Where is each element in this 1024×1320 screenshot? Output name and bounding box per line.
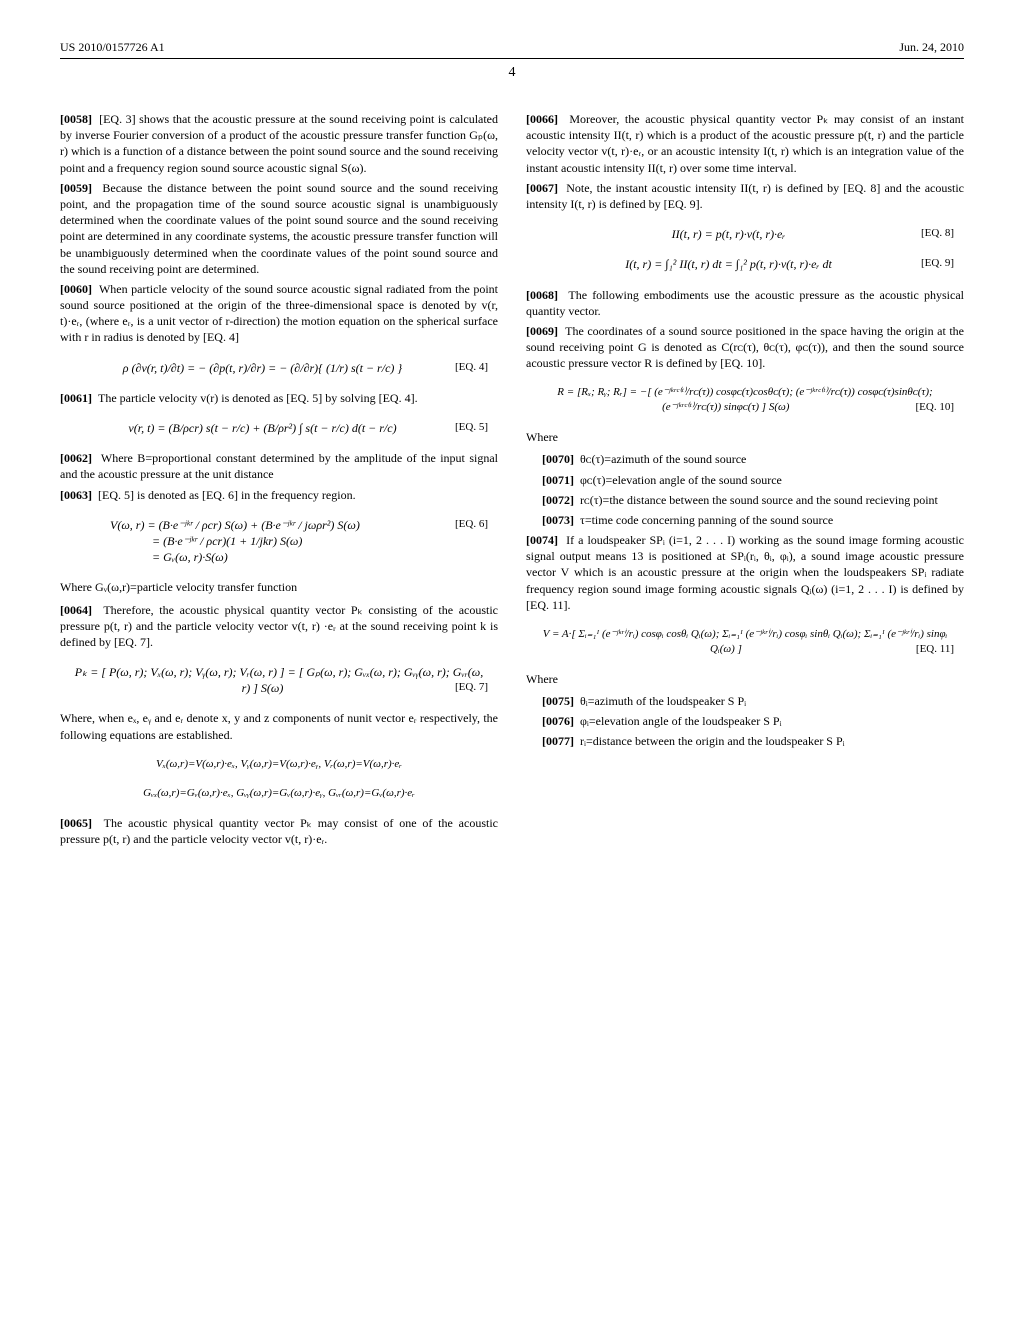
para-text: rᵢ=distance between the origin and the l… [580,734,845,748]
para-0074: [0074] If a loudspeaker SPᵢ (i=1, 2 . . … [526,532,964,613]
eq-label: [EQ. 5] [455,420,488,435]
eq-body: II(t, r) = p(t, r)·v(t, r)·eᵣ [672,227,786,241]
para-0063: [0063] [EQ. 5] is denoted as [EQ. 6] in … [60,487,498,503]
para-0075: [0075] θᵢ=azimuth of the loudspeaker S P… [542,693,964,709]
equation-10: R = [Rₓ; Rᵧ; Rᵣ] = −[ (e⁻ʲᵏʳᶜ⁽ᵗ⁾/rᴄ(τ)) … [536,385,954,415]
para-text: When particle velocity of the sound sour… [60,282,498,345]
where-clause: Where [526,671,964,687]
para-num: [0065] [60,816,92,830]
para-num: [0062] [60,451,92,465]
eq-body: v(r, t) = (B/ρcr) s(t − r/c) + (B/ρr²) ∫… [128,421,396,435]
eq-body: I(t, r) = ∫₁² II(t, r) dt = ∫₁² p(t, r)·… [625,257,832,271]
para-num: [0064] [60,603,92,617]
eq-body: R = [Rₓ; Rᵧ; Rᵣ] = −[ (e⁻ʲᵏʳᶜ⁽ᵗ⁾/rᴄ(τ)) … [557,386,932,413]
where-clause: Where, when eₓ, eᵧ and eᵣ denote x, y an… [60,710,498,742]
para-num: [0075] [542,694,574,708]
para-num: [0071] [542,473,574,487]
para-num: [0066] [526,112,558,126]
where-clause: Where Gᵥ(ω,r)=particle velocity transfer… [60,579,498,595]
para-text: Note, the instant acoustic intensity II(… [526,181,964,211]
eq-body: ρ (∂v(r, t)/∂t) = − (∂p(t, r)/∂r) = − (∂… [123,361,402,375]
para-num: [0063] [60,488,92,502]
para-num: [0077] [542,734,574,748]
para-text: τ=time code concerning panning of the so… [580,513,833,527]
para-text: Therefore, the acoustic physical quantit… [60,603,498,649]
equation-8: II(t, r) = p(t, r)·v(t, r)·eᵣ [EQ. 8] [536,226,954,242]
para-num: [0058] [60,112,92,126]
para-num: [0070] [542,452,574,466]
para-text: The coordinates of a sound source positi… [526,324,964,370]
para-0071: [0071] φᴄ(τ)=elevation angle of the soun… [542,472,964,488]
para-num: [0076] [542,714,574,728]
equation-5: v(r, t) = (B/ρcr) s(t − r/c) + (B/ρr²) ∫… [70,420,488,436]
para-text: θᴄ(τ)=azimuth of the sound source [580,452,746,466]
para-text: Where B=proportional constant determined… [60,451,498,481]
para-0073: [0073] τ=time code concerning panning of… [542,512,964,528]
para-0067: [0067] Note, the instant acoustic intens… [526,180,964,212]
para-0068: [0068] The following embodiments use the… [526,287,964,319]
eq-label: [EQ. 10] [916,400,955,415]
para-text: The following embodiments use the acoust… [526,288,964,318]
equation-small-1: Vₓ(ω,r)=V(ω,r)·eₓ, Vᵧ(ω,r)=V(ω,r)·eᵧ, Vᵣ… [70,757,488,772]
eq-body: V = A·[ Σᵢ₌₁ᴵ (e⁻ʲᵏʳⁱ/rᵢ) cosφᵢ cosθᵢ Qᵢ… [543,628,948,655]
para-text: rᴄ(τ)=the distance between the sound sou… [580,493,938,507]
where-clause: Where [526,429,964,445]
para-text: The acoustic physical quantity vector Pₖ… [60,816,498,846]
para-num: [0061] [60,391,92,405]
para-0066: [0066] Moreover, the acoustic physical q… [526,111,964,176]
equation-9: I(t, r) = ∫₁² II(t, r) dt = ∫₁² p(t, r)·… [536,256,954,272]
para-text: The particle velocity v(r) is denoted as… [98,391,418,405]
two-column-body: [0058] [EQ. 3] shows that the acoustic p… [60,111,964,851]
para-text: Moreover, the acoustic physical quantity… [526,112,964,175]
para-num: [0069] [526,324,558,338]
para-text: φᴄ(τ)=elevation angle of the sound sourc… [580,473,782,487]
eq-line: V(ω, r) = (B·e⁻ʲᵏʳ / ρcr) S(ω) + (B·e⁻ʲᵏ… [110,517,488,533]
para-num: [0059] [60,181,92,195]
para-num: [0073] [542,513,574,527]
para-0072: [0072] rᴄ(τ)=the distance between the so… [542,492,964,508]
para-0077: [0077] rᵢ=distance between the origin an… [542,733,964,749]
para-0070: [0070] θᴄ(τ)=azimuth of the sound source [542,451,964,467]
equation-11: V = A·[ Σᵢ₌₁ᴵ (e⁻ʲᵏʳⁱ/rᵢ) cosφᵢ cosθᵢ Qᵢ… [536,627,954,657]
eq-label: [EQ. 11] [916,642,954,657]
para-0069: [0069] The coordinates of a sound source… [526,323,964,372]
patent-date: Jun. 24, 2010 [899,40,964,55]
para-0058: [0058] [EQ. 3] shows that the acoustic p… [60,111,498,176]
para-text: [EQ. 5] is denoted as [EQ. 6] in the fre… [98,488,356,502]
patent-id: US 2010/0157726 A1 [60,40,165,55]
para-0061: [0061] The particle velocity v(r) is den… [60,390,498,406]
eq-body: Pₖ = [ P(ω, r); Vₓ(ω, r); Vᵧ(ω, r); Vᵣ(ω… [75,665,484,695]
eq-label: [EQ. 9] [921,256,954,271]
para-text: [EQ. 3] shows that the acoustic pressure… [60,112,498,175]
page-header: US 2010/0157726 A1 Jun. 24, 2010 [60,40,964,59]
eq-label: [EQ. 8] [921,226,954,241]
eq-label: [EQ. 6] [455,517,488,532]
para-text: φᵢ=elevation angle of the loudspeaker S … [580,714,782,728]
equation-small-2: Gᵥₓ(ω,r)=Gᵥ(ω,r)·eₓ, Gᵥᵧ(ω,r)=Gᵥ(ω,r)·eᵧ… [70,786,488,801]
eq-label: [EQ. 4] [455,360,488,375]
equation-4: ρ (∂v(r, t)/∂t) = − (∂p(t, r)/∂r) = − (∂… [70,360,488,376]
eq-line: = (B·e⁻ʲᵏʳ / ρcr)(1 + 1/jkr) S(ω) [110,533,488,549]
para-text: θᵢ=azimuth of the loudspeaker S Pᵢ [580,694,746,708]
para-0076: [0076] φᵢ=elevation angle of the loudspe… [542,713,964,729]
page-number: 4 [60,65,964,81]
para-text: If a loudspeaker SPᵢ (i=1, 2 . . . I) wo… [526,533,964,612]
para-0060: [0060] When particle velocity of the sou… [60,281,498,346]
para-0064: [0064] Therefore, the acoustic physical … [60,602,498,651]
para-0065: [0065] The acoustic physical quantity ve… [60,815,498,847]
para-num: [0068] [526,288,558,302]
para-num: [0060] [60,282,92,296]
para-0059: [0059] Because the distance between the … [60,180,498,277]
left-column: [0058] [EQ. 3] shows that the acoustic p… [60,111,498,851]
equation-7: Pₖ = [ P(ω, r); Vₓ(ω, r); Vᵧ(ω, r); Vᵣ(ω… [70,664,488,696]
right-column: [0066] Moreover, the acoustic physical q… [526,111,964,851]
para-text: Because the distance between the point s… [60,181,498,276]
para-num: [0072] [542,493,574,507]
para-num: [0067] [526,181,558,195]
para-0062: [0062] Where B=proportional constant det… [60,450,498,482]
eq-label: [EQ. 7] [455,680,488,695]
equation-6: [EQ. 6] V(ω, r) = (B·e⁻ʲᵏʳ / ρcr) S(ω) +… [70,517,488,566]
para-num: [0074] [526,533,558,547]
eq-line: = Gᵥ(ω, r)·S(ω) [110,549,488,565]
